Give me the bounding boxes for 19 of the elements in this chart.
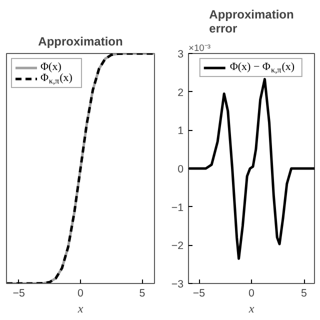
- x-tick-label: 5: [301, 288, 308, 300]
- chart-title: Approximation error: [209, 8, 294, 36]
- x-axis-title: x: [248, 302, 255, 316]
- y-tick-label: −2: [171, 240, 184, 252]
- x-axis-title: x: [76, 302, 84, 316]
- y-tick-label: 1: [178, 125, 184, 138]
- x-tick-label: −5: [192, 288, 206, 300]
- y-tick-label: −3: [171, 278, 184, 290]
- x-tick-label: 5: [139, 288, 146, 300]
- y-tick-label: 2: [178, 86, 184, 99]
- x-tick-label: 0: [248, 288, 255, 300]
- x-tick-label: −5: [12, 288, 25, 300]
- y-tick-label: −1: [171, 202, 184, 214]
- y-tick-label: 3: [178, 48, 184, 60]
- chart-title: Approximation: [38, 34, 123, 48]
- y-tick-label: 0: [178, 164, 184, 176]
- x-tick-label: 0: [78, 288, 84, 300]
- legend-label: Φ(x): [40, 61, 62, 73]
- text: ×10⁻³: [188, 43, 210, 53]
